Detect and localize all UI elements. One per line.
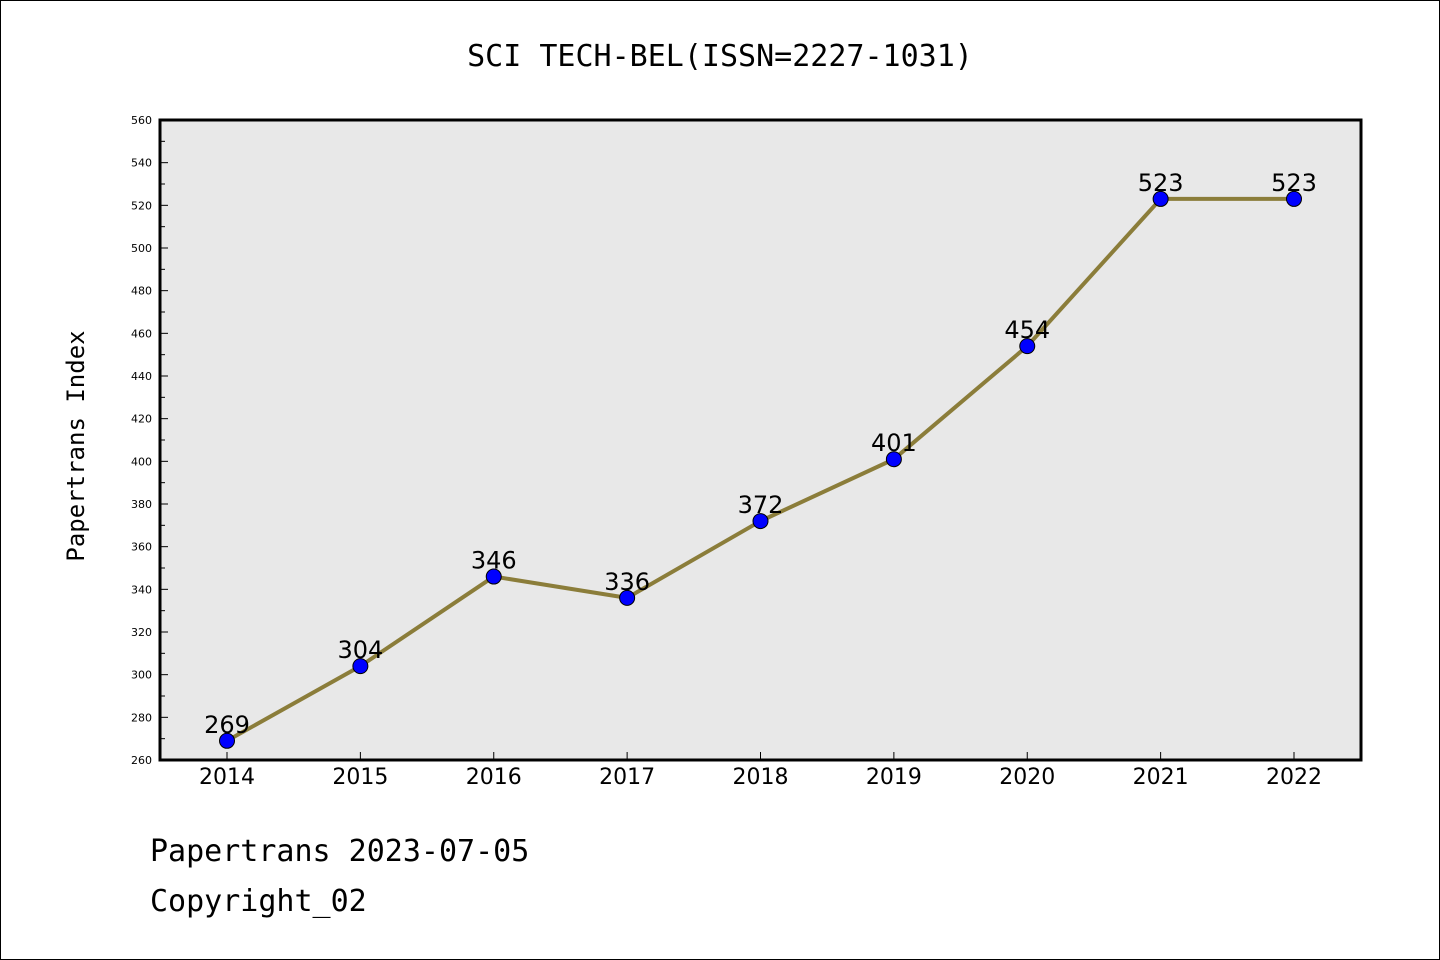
chart-title: SCI TECH-BEL(ISSN=2227-1031)	[467, 39, 973, 74]
y-tick-label: 340	[131, 583, 152, 596]
y-tick-label: 480	[131, 285, 152, 298]
data-point	[352, 658, 369, 675]
y-axis-label: Papertrans Index	[62, 330, 90, 561]
y-tick-label: 380	[131, 498, 152, 511]
x-tick-label: 2022	[1266, 765, 1322, 790]
y-tick-label: 520	[131, 199, 152, 212]
y-tick-label: 540	[131, 157, 152, 170]
data-point	[885, 451, 902, 468]
plot-area	[158, 118, 1363, 762]
x-tick-label: 2019	[866, 765, 922, 790]
data-point	[219, 732, 235, 749]
data-point	[1152, 190, 1169, 207]
y-tick-label: 460	[131, 327, 152, 340]
y-tick-label: 260	[131, 754, 152, 767]
footer-copyright: Copyright_02	[150, 884, 367, 919]
data-label: 269	[204, 711, 250, 739]
data-label: 454	[1004, 316, 1050, 344]
y-tick-label: 320	[131, 626, 152, 639]
series-group	[219, 190, 1302, 749]
y-tick-label: 500	[131, 242, 152, 255]
footer-date: Papertrans 2023-07-05	[150, 834, 530, 869]
data-label: 346	[471, 547, 517, 575]
data-label: 523	[1271, 169, 1317, 197]
x-tick-label: 2018	[733, 765, 789, 790]
data-point	[1019, 338, 1036, 355]
data-point	[752, 513, 769, 530]
y-tick-label: 300	[131, 669, 152, 682]
y-tick-label: 360	[131, 541, 152, 554]
data-point	[1286, 190, 1302, 207]
data-point	[619, 589, 636, 606]
y-tick-label: 440	[131, 370, 152, 383]
data-label: 304	[337, 636, 383, 664]
data-label: 523	[1138, 169, 1184, 197]
y-tick-label: 560	[131, 114, 152, 127]
x-tick-label: 2017	[599, 765, 655, 790]
x-axis: 2014 2015 2016 2017 2018 2019 2020 2021 2022	[199, 752, 1322, 790]
data-label: 401	[871, 429, 917, 457]
y-tick-label: 420	[131, 413, 152, 426]
data-point	[485, 568, 502, 585]
x-tick-label: 2021	[1133, 765, 1189, 790]
x-tick-label: 2020	[999, 765, 1055, 790]
x-tick-label: 2016	[466, 765, 522, 790]
data-label: 372	[738, 491, 784, 519]
y-axis: 260 280 300 320 340 360 380 400 420 440 460 480 500 5…	[131, 114, 168, 767]
y-tick-label: 400	[131, 455, 152, 468]
data-label: 336	[604, 568, 650, 596]
y-tick-label: 280	[131, 711, 152, 724]
x-tick-label: 2014	[199, 765, 255, 790]
x-tick-label: 2015	[332, 765, 388, 790]
data-labels: 269 304 346 336 372 401 454 523 523	[204, 169, 1317, 739]
